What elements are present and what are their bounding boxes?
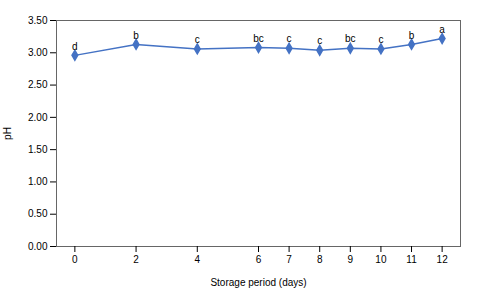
svg-text:c: c: [195, 34, 200, 45]
svg-text:a: a: [439, 24, 445, 35]
svg-text:2: 2: [133, 254, 139, 265]
svg-text:3.50: 3.50: [28, 15, 48, 26]
svg-text:b: b: [133, 30, 139, 41]
svg-text:d: d: [72, 41, 78, 52]
svg-text:c: c: [287, 33, 292, 44]
svg-text:0.00: 0.00: [28, 241, 48, 252]
svg-text:0: 0: [72, 254, 78, 265]
svg-text:bc: bc: [253, 33, 264, 44]
svg-text:pH: pH: [2, 127, 13, 140]
svg-text:3.00: 3.00: [28, 47, 48, 58]
svg-text:12: 12: [437, 254, 449, 265]
svg-text:2.00: 2.00: [28, 112, 48, 123]
svg-text:10: 10: [375, 254, 387, 265]
svg-text:9: 9: [348, 254, 354, 265]
svg-text:2.50: 2.50: [28, 79, 48, 90]
svg-text:c: c: [317, 35, 322, 46]
svg-text:1.50: 1.50: [28, 144, 48, 155]
svg-text:8: 8: [317, 254, 323, 265]
svg-text:4: 4: [195, 254, 201, 265]
svg-text:7: 7: [286, 254, 292, 265]
svg-text:c: c: [378, 34, 383, 45]
svg-text:bc: bc: [345, 33, 356, 44]
svg-text:Storage period (days): Storage period (days): [210, 277, 306, 288]
svg-text:1.00: 1.00: [28, 176, 48, 187]
svg-text:0.50: 0.50: [28, 208, 48, 219]
svg-text:6: 6: [256, 254, 262, 265]
svg-text:b: b: [409, 30, 415, 41]
svg-text:11: 11: [406, 254, 417, 265]
